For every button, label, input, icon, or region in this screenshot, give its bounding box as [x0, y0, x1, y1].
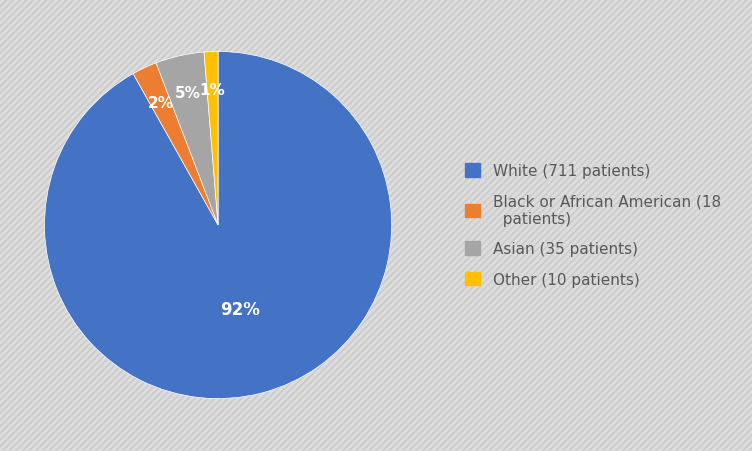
- Legend: White (711 patients), Black or African American (18
  patients), Asian (35 patie: White (711 patients), Black or African A…: [453, 152, 733, 299]
- Wedge shape: [204, 52, 218, 226]
- Wedge shape: [44, 52, 392, 399]
- Text: 92%: 92%: [220, 300, 260, 318]
- Wedge shape: [133, 64, 218, 226]
- Text: 5%: 5%: [175, 86, 201, 101]
- Text: 1%: 1%: [200, 83, 226, 98]
- Wedge shape: [156, 53, 218, 226]
- Text: 2%: 2%: [147, 96, 174, 110]
